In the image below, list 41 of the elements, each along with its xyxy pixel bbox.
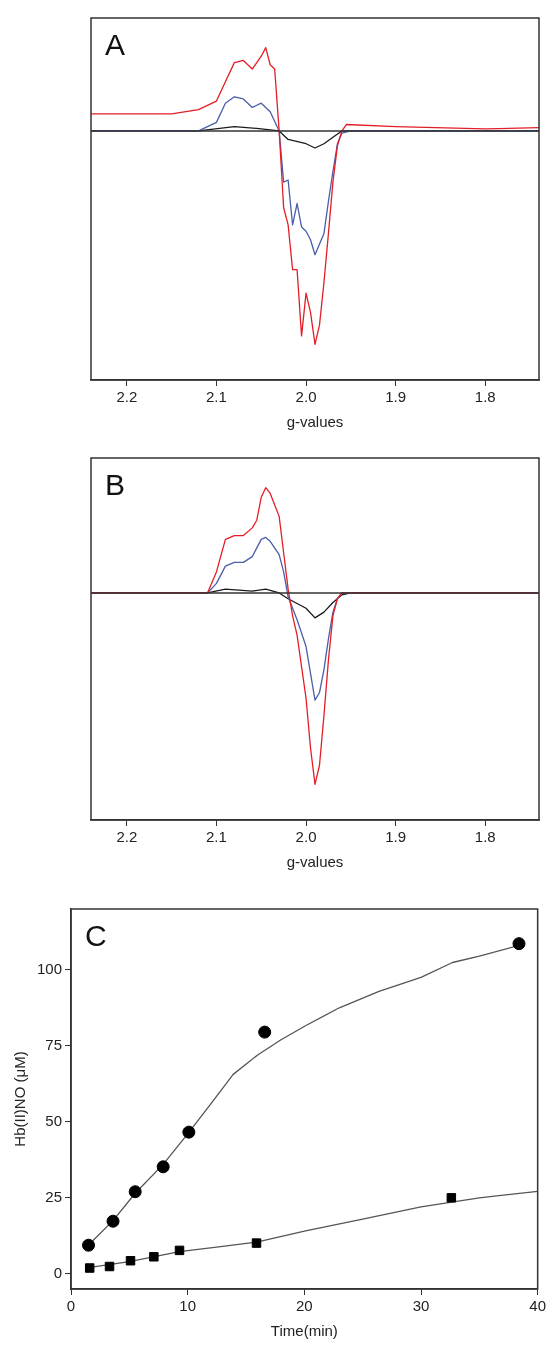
x-tick-label: 20 <box>296 1297 313 1315</box>
point <box>125 1255 136 1266</box>
point <box>82 1238 96 1252</box>
x-axis-title: g-values <box>286 413 344 431</box>
point <box>156 1160 170 1174</box>
annotation: A <box>105 28 126 62</box>
x-tick-label: 1.8 <box>474 388 496 406</box>
y-tick-label: 50 <box>45 1111 63 1129</box>
x-tick-label: 2.1 <box>206 828 227 846</box>
x-tick-label: 2.0 <box>295 828 317 846</box>
y-tick-label: 0 <box>53 1263 63 1281</box>
point <box>512 937 526 951</box>
point <box>149 1252 159 1262</box>
x-axis-title: Time(min) <box>270 1322 338 1340</box>
point <box>106 1214 120 1228</box>
x-tick-label: 1.9 <box>385 388 407 406</box>
point <box>446 1193 457 1203</box>
x-axis-title: g-values <box>286 853 344 871</box>
x-tick-label: 40 <box>529 1297 546 1315</box>
point <box>84 1263 95 1273</box>
annotation: C <box>85 919 107 953</box>
annotation: B <box>105 468 126 502</box>
x-tick-label: 2.1 <box>206 388 227 406</box>
y-tick-label: 100 <box>37 959 63 977</box>
point <box>174 1245 185 1256</box>
point <box>258 1025 272 1039</box>
point <box>128 1185 142 1199</box>
y-axis-title: Hb(II)NO (μM) <box>11 1051 29 1147</box>
point <box>251 1238 262 1248</box>
x-tick-label: 1.9 <box>385 828 407 846</box>
x-tick-label: 2.2 <box>116 828 138 846</box>
x-tick-label: 0 <box>66 1297 76 1315</box>
point <box>182 1125 196 1139</box>
y-tick-label: 25 <box>45 1187 63 1205</box>
point <box>104 1261 115 1272</box>
x-tick-label: 10 <box>179 1297 197 1315</box>
x-tick-label: 30 <box>412 1297 430 1315</box>
y-tick-label: 75 <box>45 1035 63 1053</box>
x-tick-label: 2.2 <box>116 388 138 406</box>
x-tick-label: 1.8 <box>474 828 496 846</box>
x-tick-label: 2.0 <box>295 388 317 406</box>
